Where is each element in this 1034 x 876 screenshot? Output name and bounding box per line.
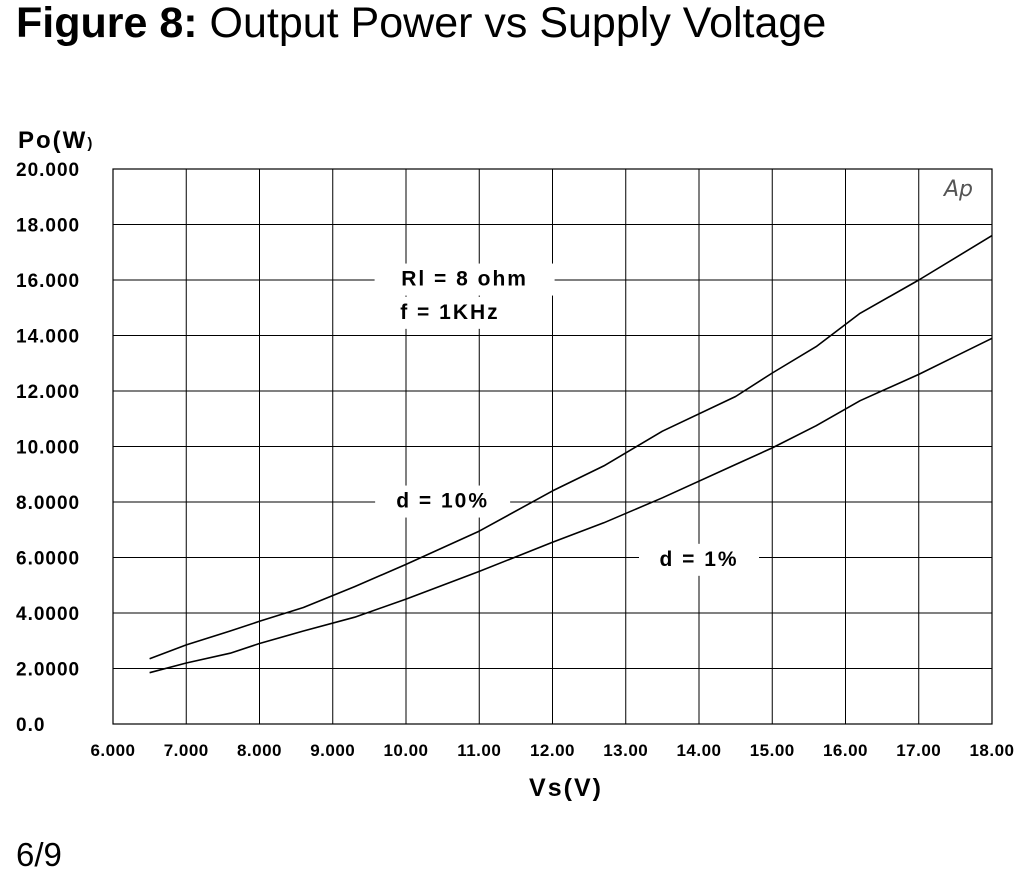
annotation-background	[374, 263, 555, 296]
y-tick-label: 8.0000	[16, 493, 80, 514]
y-tick-label: 0.0	[16, 715, 45, 736]
series-line-d1	[149, 337, 993, 674]
x-tick-label: 13.00	[603, 741, 648, 760]
annotation-label: d = 1%	[659, 548, 738, 571]
y-tick-label: 6.0000	[16, 549, 80, 570]
figure-label: Figure 8:	[16, 0, 198, 47]
series-line-d10	[149, 234, 993, 660]
annotation-label: f = 1KHz	[400, 301, 499, 324]
grid	[112, 168, 993, 725]
y-axis-label: Po(W)	[18, 127, 94, 154]
y-tick-label: 18.000	[16, 216, 80, 237]
x-tick-label: 17.00	[896, 741, 941, 760]
figure-title: Figure 8: Output Power vs Supply Voltage	[16, 0, 826, 46]
x-tick-label: 14.00	[676, 741, 721, 760]
figure-title-text: Output Power vs Supply Voltage	[209, 0, 827, 47]
annotation-label: d = 10%	[396, 490, 489, 513]
x-axis-label: Vs(V)	[529, 774, 603, 802]
annotation-background	[639, 543, 759, 576]
annotation-label: Rl = 8 ohm	[401, 268, 528, 291]
annotation-background	[375, 485, 511, 518]
x-tick-label: 16.00	[823, 741, 868, 760]
y-tick-label: 14.000	[16, 327, 80, 348]
y-tick-label: 4.0000	[16, 604, 80, 625]
annotation-background	[374, 296, 525, 329]
x-tick-label: 6.000	[90, 741, 135, 760]
annotations: Rl = 8 ohm f = 1KHz d = 10% d = 1%	[374, 263, 759, 576]
plot-frame	[112, 168, 993, 725]
y-tick-label: 16.000	[16, 271, 80, 292]
y-tick-label: 2.0000	[16, 660, 80, 681]
y-tick-label: 10.000	[16, 438, 80, 459]
x-ticks: 6.000 7.000 8.000 9.000 10.00 11.00 12.00 13.00…	[90, 741, 1014, 760]
y-tick-label: 12.000	[16, 382, 80, 403]
x-tick-label: 18.00	[969, 741, 1014, 760]
x-tick-label: 12.00	[530, 741, 575, 760]
series	[149, 234, 993, 674]
x-tick-label: 10.00	[383, 741, 428, 760]
x-tick-label: 9.000	[310, 741, 355, 760]
x-tick-label: 7.000	[164, 741, 209, 760]
x-tick-label: 11.00	[457, 741, 501, 760]
x-tick-label: 15.00	[750, 741, 795, 760]
x-tick-label: 8.000	[237, 741, 282, 760]
ap-logo: Ap	[942, 177, 973, 202]
page-number: 6/9	[16, 836, 62, 873]
y-ticks: 0.0 2.0000 4.0000 6.0000 8.0000 10.000 12.000 1…	[16, 160, 80, 736]
y-tick-label: 20.000	[16, 160, 80, 181]
